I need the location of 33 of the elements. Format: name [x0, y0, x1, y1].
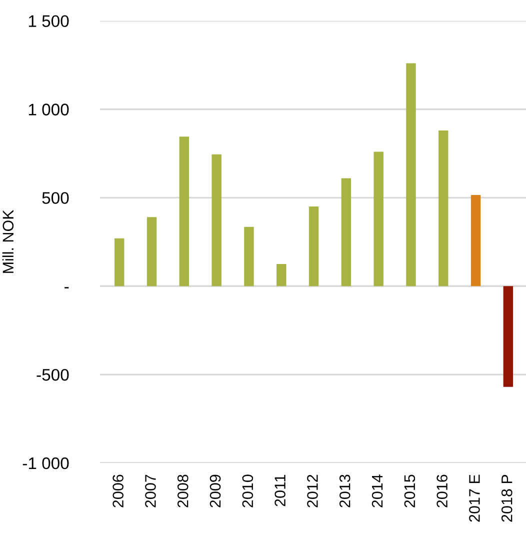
y-tick-label: 1 500 [28, 15, 69, 28]
y-tick-label: 1 000 [28, 104, 69, 116]
x-tick-label: 2017 E [469, 474, 480, 522]
bar [276, 264, 286, 286]
y-tick-label: -1 000 [22, 457, 69, 470]
bar [114, 238, 124, 286]
bar [212, 154, 222, 286]
x-tick-label: 2009 [210, 474, 221, 508]
bar [308, 206, 319, 286]
x-tick-label: 2006 [112, 474, 124, 508]
bar [341, 178, 352, 286]
bar [438, 130, 448, 286]
bar [503, 286, 514, 387]
bar [374, 152, 384, 286]
y-tick-label: 500 [42, 192, 69, 204]
x-tick-label: 2013 [339, 474, 350, 508]
y-tick-label: - [64, 287, 69, 288]
x-tick-label: 2015 [404, 474, 416, 508]
bar [406, 63, 416, 286]
y-tick-label: -500 [36, 368, 69, 381]
bar [470, 195, 481, 286]
x-tick-label: 2018 P [501, 474, 512, 522]
y-axis-title: Mill. NOK [2, 210, 14, 273]
x-tick-label: 2012 [307, 474, 318, 508]
x-tick-label: 2016 [436, 474, 448, 508]
x-tick-label: 2010 [242, 474, 254, 508]
bar [179, 136, 190, 286]
x-tick-label: 2008 [177, 474, 188, 508]
bar [244, 226, 254, 286]
x-tick-label: 2014 [372, 474, 383, 508]
x-tick-label: 2011 [274, 474, 286, 506]
bar [146, 217, 157, 286]
x-tick-label: 2007 [145, 474, 156, 508]
